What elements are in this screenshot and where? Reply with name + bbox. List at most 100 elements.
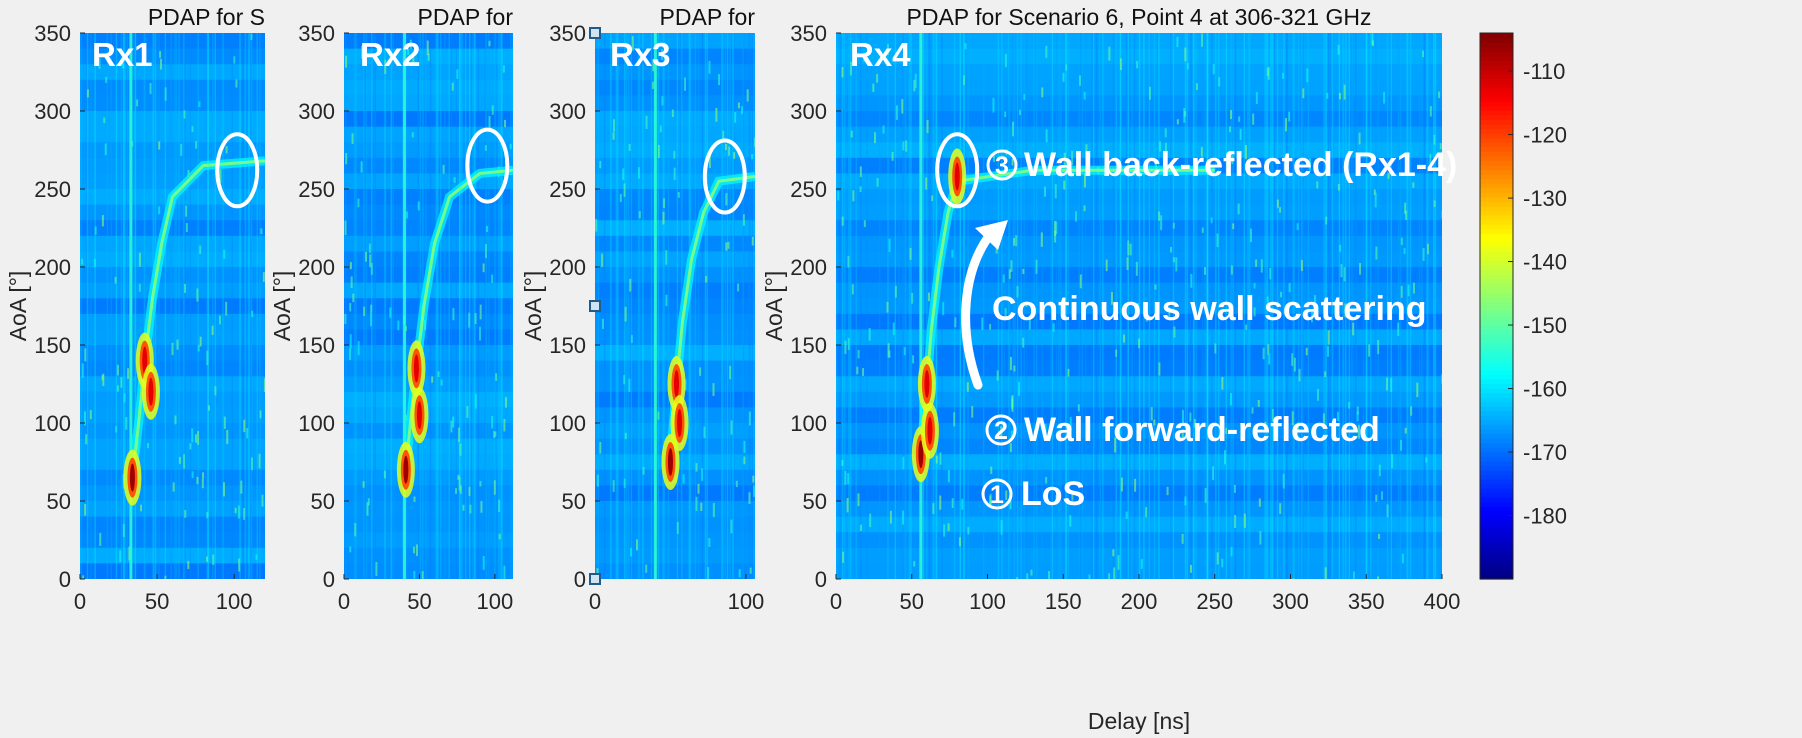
noise-streak bbox=[1230, 33, 1232, 579]
aoa-band bbox=[595, 501, 755, 517]
noise-speckle bbox=[237, 505, 240, 519]
noise-streak bbox=[244, 33, 247, 579]
noise-speckle bbox=[1010, 430, 1013, 441]
noise-streak bbox=[667, 33, 670, 579]
aoa-band bbox=[80, 329, 265, 345]
noise-streak bbox=[158, 33, 160, 579]
annotation-number-circle bbox=[985, 414, 1017, 446]
noise-streak bbox=[1234, 33, 1237, 579]
noise-streak bbox=[484, 33, 487, 579]
noise-speckle bbox=[1148, 86, 1151, 100]
noise-speckle bbox=[1422, 247, 1425, 261]
noise-speckle bbox=[1231, 155, 1234, 164]
noise-speckle bbox=[262, 272, 265, 283]
noise-speckle bbox=[1125, 511, 1128, 520]
noise-speckle bbox=[1262, 347, 1265, 360]
noise-speckle bbox=[926, 120, 929, 134]
noise-speckle bbox=[101, 215, 104, 227]
noise-speckle bbox=[1004, 53, 1007, 68]
noise-speckle bbox=[895, 105, 898, 120]
colorbar-segment bbox=[1480, 547, 1513, 553]
noise-speckle bbox=[219, 169, 222, 183]
noise-speckle bbox=[1134, 478, 1137, 492]
noise-speckle bbox=[411, 132, 414, 138]
noise-speckle bbox=[488, 116, 491, 131]
noise-speckle bbox=[1079, 274, 1082, 289]
y-axis-label: AoA [°] bbox=[5, 271, 31, 342]
noise-speckle bbox=[847, 255, 850, 268]
noise-speckle bbox=[859, 524, 862, 531]
noise-speckle bbox=[503, 565, 506, 579]
noise-speckle bbox=[263, 378, 265, 393]
noise-speckle bbox=[876, 177, 879, 187]
noise-speckle bbox=[344, 313, 347, 324]
noise-streak bbox=[207, 33, 209, 579]
noise-speckle bbox=[259, 410, 262, 419]
colorbar-segment bbox=[1480, 310, 1513, 316]
noise-speckle bbox=[240, 480, 243, 494]
noise-speckle bbox=[413, 571, 416, 579]
noise-speckle bbox=[417, 201, 420, 211]
noise-streak bbox=[721, 33, 724, 579]
noise-streak bbox=[1409, 33, 1412, 579]
noise-speckle bbox=[1325, 216, 1328, 225]
noise-speckle bbox=[652, 58, 655, 72]
datatip-marker[interactable] bbox=[589, 300, 601, 312]
noise-speckle bbox=[412, 57, 415, 66]
noise-speckle bbox=[1400, 439, 1403, 451]
noise-streak bbox=[1338, 33, 1341, 579]
noise-streak bbox=[1232, 33, 1234, 579]
noise-streak bbox=[494, 33, 496, 579]
noise-speckle bbox=[138, 252, 141, 267]
aoa-band bbox=[836, 532, 1442, 548]
noise-speckle bbox=[1230, 546, 1233, 557]
noise-streak bbox=[1201, 33, 1204, 579]
colorbar-segment bbox=[1480, 351, 1513, 357]
noise-speckle bbox=[469, 504, 472, 514]
noise-speckle bbox=[357, 198, 360, 208]
noise-speckle bbox=[1438, 91, 1441, 99]
noise-speckle bbox=[844, 340, 847, 354]
noise-speckle bbox=[963, 75, 966, 86]
noise-speckle bbox=[1193, 418, 1196, 428]
aoa-band bbox=[344, 469, 513, 486]
noise-streak bbox=[392, 33, 394, 579]
noise-speckle bbox=[474, 313, 477, 324]
noise-speckle bbox=[1105, 259, 1108, 272]
noise-speckle bbox=[349, 334, 352, 349]
noise-speckle bbox=[862, 368, 865, 377]
noise-speckle bbox=[1189, 412, 1192, 422]
noise-speckle bbox=[185, 223, 188, 233]
noise-speckle bbox=[729, 365, 732, 380]
noise-speckle bbox=[748, 411, 751, 426]
noise-speckle bbox=[927, 292, 930, 302]
colorbar-segment bbox=[1480, 451, 1513, 457]
noise-streak bbox=[1276, 33, 1279, 579]
noise-speckle bbox=[455, 488, 458, 494]
noise-streak bbox=[439, 33, 442, 579]
noise-streak bbox=[125, 33, 128, 579]
aoa-band bbox=[80, 235, 265, 252]
noise-speckle bbox=[482, 555, 485, 570]
aoa-band bbox=[344, 220, 513, 236]
noise-streak bbox=[928, 33, 930, 579]
x-tick-label: 100 bbox=[216, 589, 253, 614]
aoa-band bbox=[344, 438, 513, 455]
y-tick-label: 350 bbox=[549, 21, 586, 46]
datatip-marker[interactable] bbox=[589, 27, 601, 39]
panel-title: PDAP for bbox=[660, 4, 756, 30]
noise-speckle bbox=[1239, 128, 1242, 141]
noise-speckle bbox=[703, 426, 706, 438]
noise-streak bbox=[164, 33, 167, 579]
aoa-band bbox=[595, 267, 755, 283]
aoa-band bbox=[836, 454, 1442, 470]
noise-speckle bbox=[116, 385, 119, 392]
noise-speckle bbox=[1280, 291, 1283, 298]
aoa-band bbox=[344, 111, 513, 127]
noise-streak bbox=[845, 33, 847, 579]
noise-streak bbox=[435, 33, 437, 579]
aoa-band bbox=[80, 360, 265, 377]
datatip-marker[interactable] bbox=[589, 573, 601, 585]
noise-streak bbox=[1218, 33, 1220, 579]
